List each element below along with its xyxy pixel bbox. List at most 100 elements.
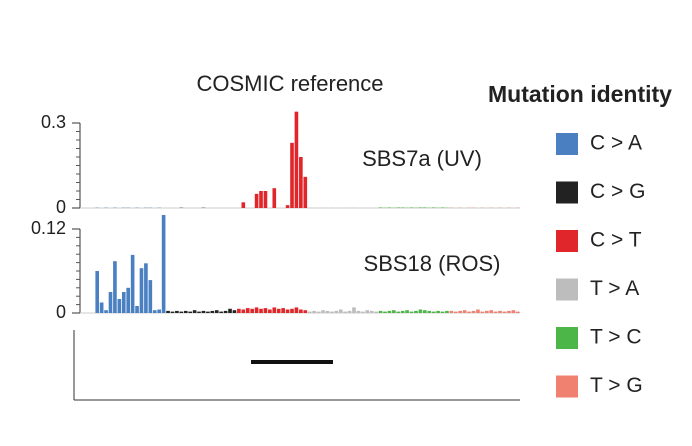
legend-title: Mutation identity xyxy=(488,81,672,107)
bar xyxy=(268,310,272,314)
bar xyxy=(272,307,276,313)
bar xyxy=(264,191,268,208)
bar xyxy=(193,310,197,313)
legend-label: T > A xyxy=(590,277,639,300)
bar xyxy=(241,310,245,314)
bar xyxy=(410,207,414,208)
bar xyxy=(436,311,440,313)
legend-label: C > T xyxy=(590,229,642,252)
bar xyxy=(450,311,454,313)
bar xyxy=(299,157,303,208)
bar xyxy=(365,310,369,313)
bar xyxy=(250,309,254,313)
legend-swatch xyxy=(556,376,578,398)
bar xyxy=(361,312,365,313)
bar xyxy=(118,299,122,313)
legend-swatch xyxy=(556,133,578,155)
bar xyxy=(330,312,334,313)
bar xyxy=(419,310,423,314)
bar xyxy=(401,207,405,208)
bar xyxy=(233,310,237,313)
y-tick-label: 0.3 xyxy=(41,112,66,132)
bar xyxy=(144,263,148,313)
empty-panel xyxy=(74,330,520,400)
bar xyxy=(109,292,113,313)
bar xyxy=(503,312,507,313)
panel-label: SBS18 (ROS) xyxy=(364,251,501,276)
bar xyxy=(388,207,392,208)
y-tick-label: 0 xyxy=(56,302,66,322)
bar xyxy=(419,207,423,208)
bar xyxy=(481,312,485,313)
bar xyxy=(423,310,427,313)
bar xyxy=(259,309,263,313)
bar xyxy=(157,310,161,314)
bar xyxy=(308,312,312,313)
bar xyxy=(135,306,139,313)
bar xyxy=(184,311,188,313)
bar xyxy=(153,310,157,313)
bar xyxy=(326,311,330,313)
bar xyxy=(432,312,436,313)
bar xyxy=(321,310,325,313)
legend-label: T > C xyxy=(590,326,642,349)
bar xyxy=(379,207,383,208)
bar xyxy=(405,310,409,313)
bar xyxy=(352,307,356,313)
bar xyxy=(246,308,250,313)
bar xyxy=(219,312,223,313)
bar xyxy=(286,205,290,208)
bar xyxy=(463,310,467,313)
bar xyxy=(149,280,153,313)
bar xyxy=(206,312,210,313)
bar xyxy=(113,261,117,313)
bar xyxy=(264,308,268,313)
bar xyxy=(295,307,299,313)
bar xyxy=(476,310,480,314)
bar xyxy=(427,311,431,313)
bar xyxy=(357,311,361,313)
bar xyxy=(272,188,276,208)
bar xyxy=(441,312,445,313)
bar xyxy=(180,312,184,313)
bar xyxy=(241,202,245,208)
legend-label: T > G xyxy=(590,374,643,397)
bar xyxy=(467,312,471,313)
bar xyxy=(126,288,130,313)
bar xyxy=(334,311,338,313)
bar xyxy=(512,310,516,313)
bar xyxy=(423,207,427,208)
bar xyxy=(295,112,299,208)
bar xyxy=(104,310,108,313)
bar xyxy=(188,312,192,313)
bar xyxy=(396,207,400,208)
bar xyxy=(237,309,241,313)
bar xyxy=(95,271,99,313)
bar xyxy=(224,311,228,313)
bar xyxy=(472,311,476,313)
bar xyxy=(215,310,219,313)
bar xyxy=(388,311,392,313)
bar xyxy=(290,143,294,208)
bar xyxy=(162,215,166,313)
bar xyxy=(281,308,285,313)
bar xyxy=(485,311,489,313)
bar xyxy=(392,310,396,313)
bar xyxy=(348,311,352,313)
bar xyxy=(441,207,445,208)
bar xyxy=(175,311,179,313)
bar xyxy=(303,177,307,208)
bar xyxy=(374,312,378,313)
bar xyxy=(131,255,135,313)
legend-label: C > G xyxy=(590,180,645,203)
bar xyxy=(454,312,458,313)
legend-label: C > A xyxy=(590,132,642,155)
legend-swatch xyxy=(556,182,578,204)
bar xyxy=(370,311,374,313)
bar xyxy=(445,311,449,313)
y-tick-label: 0.12 xyxy=(31,218,66,238)
bar xyxy=(290,309,294,313)
legend-swatch xyxy=(556,327,578,349)
bar xyxy=(202,311,206,313)
bar xyxy=(507,311,511,313)
